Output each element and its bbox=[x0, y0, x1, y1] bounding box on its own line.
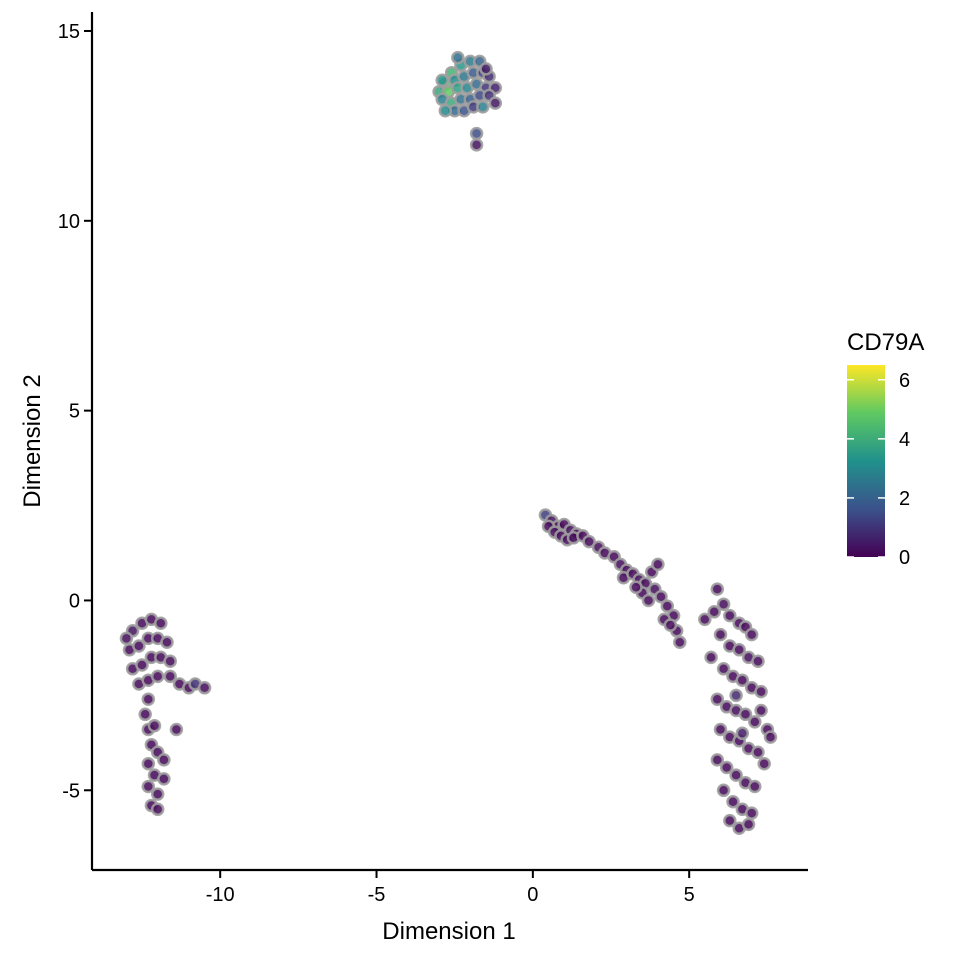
data-point bbox=[698, 612, 712, 627]
data-point bbox=[748, 715, 762, 729]
data-point bbox=[660, 599, 675, 613]
x-tick-label: 5 bbox=[684, 884, 695, 906]
legend-tick-label: 4 bbox=[899, 429, 910, 451]
data-point bbox=[673, 635, 687, 649]
y-tick-label: -5 bbox=[62, 780, 80, 802]
data-point bbox=[729, 768, 743, 782]
cluster-3 bbox=[698, 582, 778, 835]
data-point bbox=[154, 616, 168, 630]
data-point bbox=[641, 593, 656, 608]
data-point bbox=[132, 639, 146, 653]
data-point bbox=[438, 103, 453, 118]
data-point bbox=[757, 756, 771, 771]
data-point bbox=[738, 707, 753, 722]
data-point bbox=[713, 722, 728, 737]
x-tick-label: -5 bbox=[368, 884, 386, 906]
x-axis-ticks: -10 -5 0 5 bbox=[206, 870, 695, 906]
legend-title: CD79A bbox=[847, 329, 924, 356]
y-tick-label: 15 bbox=[58, 21, 80, 43]
data-point bbox=[157, 772, 171, 786]
data-point bbox=[435, 73, 449, 88]
data-point bbox=[748, 779, 762, 794]
x-axis-title: Dimension 1 bbox=[382, 918, 515, 945]
y-tick-label: 5 bbox=[69, 401, 80, 423]
data-point bbox=[469, 138, 484, 152]
data-point bbox=[150, 787, 165, 801]
legend-tick-label: 2 bbox=[899, 488, 910, 510]
data-point bbox=[157, 753, 171, 767]
data-point bbox=[141, 779, 156, 794]
data-point bbox=[479, 62, 493, 76]
data-point bbox=[629, 580, 643, 594]
data-point bbox=[119, 631, 134, 646]
data-point bbox=[763, 730, 778, 744]
data-points bbox=[119, 50, 778, 835]
data-point bbox=[710, 582, 725, 596]
data-point bbox=[713, 627, 728, 642]
data-point bbox=[716, 783, 731, 798]
data-point bbox=[469, 126, 484, 141]
data-point bbox=[476, 100, 490, 114]
legend-ticks: 0 2 4 6 bbox=[847, 370, 910, 569]
data-point bbox=[451, 50, 465, 65]
data-point bbox=[160, 635, 174, 649]
data-point bbox=[707, 605, 721, 619]
data-point bbox=[163, 654, 177, 668]
colorbar bbox=[847, 365, 885, 557]
y-axis-title: Dimension 2 bbox=[19, 374, 46, 507]
data-point bbox=[726, 794, 740, 809]
data-point bbox=[654, 589, 668, 604]
x-tick-label: 0 bbox=[527, 884, 538, 906]
x-tick-label: -10 bbox=[206, 884, 235, 906]
data-point bbox=[754, 684, 768, 699]
data-point bbox=[135, 658, 149, 672]
data-point bbox=[163, 669, 177, 684]
data-point bbox=[710, 753, 725, 767]
data-point bbox=[582, 534, 596, 549]
axes: -10 -5 0 5 -5 0 5 10 15 Dimension 1 Dimension 2 bbox=[19, 12, 808, 945]
data-point bbox=[651, 557, 665, 572]
data-point bbox=[704, 650, 718, 665]
data-point bbox=[150, 669, 165, 684]
data-point bbox=[751, 654, 765, 668]
y-tick-label: 10 bbox=[58, 211, 80, 233]
data-point bbox=[754, 703, 768, 718]
data-point bbox=[719, 760, 734, 775]
colorbar-legend: CD79A 0 2 4 6 bbox=[847, 329, 924, 569]
data-point bbox=[710, 692, 725, 706]
data-point bbox=[169, 722, 184, 737]
data-point bbox=[729, 688, 743, 703]
cluster-2 bbox=[538, 508, 687, 649]
data-point bbox=[732, 643, 746, 657]
data-point bbox=[138, 707, 152, 722]
data-point bbox=[150, 802, 165, 817]
data-point bbox=[488, 96, 503, 110]
data-point bbox=[735, 726, 750, 741]
data-point bbox=[197, 681, 212, 695]
legend-tick-label: 6 bbox=[899, 370, 910, 392]
legend-tick-label: 0 bbox=[899, 547, 910, 569]
data-point bbox=[744, 806, 759, 820]
data-point bbox=[735, 673, 750, 687]
data-point bbox=[723, 813, 737, 828]
data-point bbox=[141, 756, 156, 771]
y-tick-label: 0 bbox=[69, 590, 80, 612]
cluster-1 bbox=[432, 50, 503, 152]
data-point bbox=[716, 597, 731, 611]
data-point bbox=[663, 618, 678, 632]
data-point bbox=[751, 745, 765, 760]
cluster-4 bbox=[119, 612, 212, 817]
data-point bbox=[723, 608, 737, 623]
data-point bbox=[147, 718, 162, 733]
data-point bbox=[716, 662, 731, 676]
data-point bbox=[741, 817, 756, 832]
data-point bbox=[744, 627, 759, 642]
data-point bbox=[141, 692, 156, 706]
y-axis-ticks: -5 0 5 10 15 bbox=[58, 21, 92, 802]
